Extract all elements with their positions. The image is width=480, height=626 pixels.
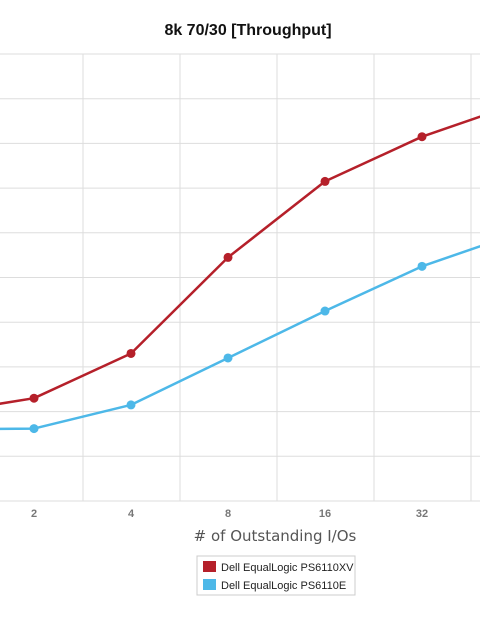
x-tick-label: 8 [225,508,231,520]
data-point[interactable] [126,400,136,410]
legend-swatch-ps6110e [203,579,216,590]
data-point[interactable] [320,176,330,186]
series-0 [0,115,480,405]
series-layer [0,115,480,434]
data-point[interactable] [126,348,136,358]
data-point[interactable] [417,132,427,142]
grid [0,53,480,502]
x-tick-label: 32 [416,508,428,520]
legend-swatch-ps6110xv [203,561,216,572]
legend-label-ps6110e: Dell EqualLogic PS6110E [221,580,346,592]
chart-title: 8k 70/30 [Throughput] [164,22,331,39]
x-axis-ticks: 2 4 8 16 32 [31,508,428,520]
data-point[interactable] [29,424,39,434]
x-tick-label: 2 [31,508,37,520]
series-line [0,244,480,431]
data-point[interactable] [223,252,233,262]
legend-box [196,555,356,596]
data-point[interactable] [223,353,233,363]
data-point[interactable] [320,306,330,316]
x-tick-label: 4 [128,508,135,520]
x-tick-label: 16 [319,508,331,520]
data-point[interactable] [417,261,427,271]
legend-label-ps6110xv: Dell EqualLogic PS6110XV [221,562,354,574]
data-point[interactable] [29,393,39,403]
legend: Dell EqualLogic PS6110XV Dell EqualLogic… [196,555,356,596]
series-1 [0,244,480,434]
x-axis-label: # of Outstanding I/Os [194,527,357,545]
